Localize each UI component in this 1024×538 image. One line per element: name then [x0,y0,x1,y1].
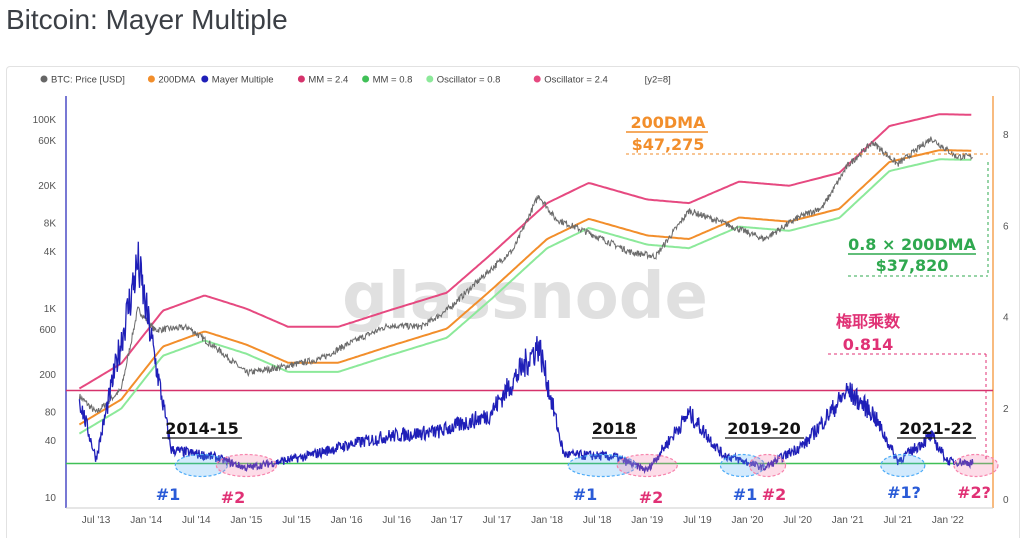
marker-ovals [174,453,999,478]
oscillator-0.8-line [78,158,972,435]
y-tick-label: 1K [44,304,57,315]
mayer-title-annotation: 梅耶乘数 [836,312,901,331]
series-lines [66,113,993,475]
x-tick-label: Jan '20 [732,515,764,526]
legend-item-6[interactable]: Oscillator = 2.4 [533,75,608,86]
dma-200-line [78,149,972,426]
legend-label: [y2=8] [645,75,671,86]
legend-swatch [297,75,305,83]
page-title: Bitcoin: Mayer Multiple [6,4,288,35]
legend-swatch [201,75,209,83]
legend-item-2[interactable]: Mayer Multiple [201,75,274,86]
period-2019-20: 2019-20 [727,419,800,438]
legend-label: MM = 2.4 [308,75,348,86]
mayer-value-annotation: 0.814 [843,335,894,354]
marker-1q-2021: #1? [887,483,921,502]
marker-oval-2 [567,453,637,478]
x-tick-label: Jan '17 [431,515,463,526]
x-tick-label: Jan '16 [331,515,363,526]
mm08-value-annotation: $37,820 [876,256,949,275]
marker-1-2014: #1 [156,485,181,504]
x-tick-label: Jan '15 [230,515,262,526]
x-tick-label: Jan '22 [932,515,964,526]
dma-value-annotation: $47,275 [632,135,705,154]
marker-oval-7 [953,453,999,478]
y-tick-label: 4K [44,247,57,258]
x-tick-label: Jan '14 [130,515,162,526]
x-tick-label: Jul '18 [583,515,612,526]
legend-item-1[interactable]: 200DMA [147,75,196,86]
marker-2-2019: #2 [639,488,664,507]
legend-item-0[interactable]: BTC: Price [USD] [40,75,125,86]
y2-tick-label: 8 [1003,130,1009,141]
legend-swatch [533,75,541,83]
legend-label: MM = 0.8 [373,75,413,86]
y-tick-label: 40 [45,436,57,447]
x-tick-label: Jul '16 [382,515,411,526]
mayer-multiple-line [78,241,974,475]
marker-oval-1 [215,453,277,478]
y-tick-label: 60K [38,136,56,147]
legend-label: Oscillator = 2.4 [544,75,608,86]
watermark: glassnode [342,260,708,334]
marker-oval-5 [748,453,787,478]
legend-item-4[interactable]: MM = 0.8 [362,75,412,86]
axis-ticks: 100K 60K 20K 8K 4K 1K 600 200 80 40 10 8 6 4 2 0 Jul '13… [33,115,1009,526]
marker-2q-2022: #2? [957,483,991,502]
legend-swatch [40,75,48,83]
legend-swatch [147,75,155,83]
legend-label: 200DMA [158,75,196,86]
marker-2-2020: #2 [762,485,787,504]
legend-swatch [362,75,370,83]
x-tick-label: Jul '14 [182,515,211,526]
y2-tick-label: 4 [1003,313,1009,324]
x-tick-label: Jan '19 [631,515,663,526]
chart-frame [6,66,1020,538]
x-tick-label: Jul '19 [683,515,712,526]
legend-item-3[interactable]: MM = 2.4 [297,75,348,86]
period-2021-22: 2021-22 [899,419,972,438]
x-tick-label: Jan '18 [531,515,563,526]
x-tick-label: Jul '20 [783,515,812,526]
legend-swatch [426,75,434,83]
period-2018: 2018 [592,419,637,438]
x-tick-label: Jul '17 [483,515,512,526]
y2-tick-label: 6 [1003,221,1009,232]
marker-1-2019: #1 [733,485,758,504]
y2-tick-label: 2 [1003,404,1009,415]
x-tick-label: Jul '13 [82,515,111,526]
y-tick-label: 20K [38,181,56,192]
legend-item-5[interactable]: Oscillator = 0.8 [426,75,500,86]
marker-2-2015: #2 [221,488,246,507]
marker-oval-4 [719,453,766,478]
x-tick-label: Jan '21 [832,515,864,526]
legend-item-7[interactable]: [y2=8] [645,75,671,86]
marker-oval-6 [880,453,926,478]
x-tick-label: Jul '21 [883,515,912,526]
y-tick-label: 10 [45,493,57,504]
marker-oval-0 [174,453,228,478]
legend-label: Mayer Multiple [212,75,274,86]
marker-1-2018: #1 [573,485,598,504]
legend-label: BTC: Price [USD] [51,75,125,86]
y-tick-label: 600 [39,325,56,336]
period-2014-15: 2014-15 [165,419,238,438]
legend: BTC: Price [USD] 200DMA Mayer Multiple MM =… [40,75,671,86]
x-tick-label: Jul '15 [282,515,311,526]
mm08-title-annotation: 0.8 × 200DMA [848,235,976,254]
y-tick-label: 200 [39,370,56,381]
y2-tick-label: 0 [1003,495,1009,506]
y-tick-label: 8K [44,219,57,230]
btc-price-line [78,136,974,414]
y-tick-label: 80 [45,408,57,419]
dma-title-annotation: 200DMA [631,113,707,132]
legend-label: Oscillator = 0.8 [437,75,501,86]
y-tick-label: 100K [33,115,57,126]
marker-oval-3 [616,453,678,478]
